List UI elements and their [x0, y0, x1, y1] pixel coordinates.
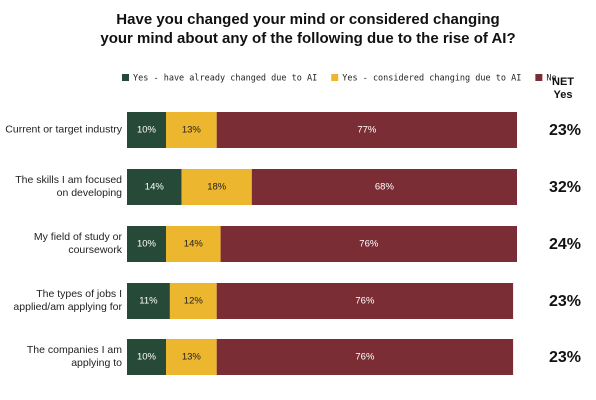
bar-segment	[169, 283, 217, 319]
bar-segment	[127, 339, 166, 375]
category-label: My field of study or coursework	[33, 231, 122, 256]
value-label: 13%	[182, 352, 202, 363]
net-value: 23%	[549, 349, 581, 366]
net-value: 23%	[549, 122, 581, 139]
value-label: 76%	[355, 296, 375, 307]
value-label: 14%	[184, 239, 204, 250]
value-label: 76%	[355, 352, 375, 363]
bar-segment	[166, 226, 221, 262]
value-label: 11%	[139, 296, 158, 307]
category-label: The types of jobs I applied/am applying …	[13, 288, 122, 313]
legend-label: Yes - have already changed due to AI	[133, 74, 317, 84]
value-label: 14%	[145, 182, 165, 193]
category-label: Current or target industry	[5, 123, 122, 136]
value-label: 12%	[184, 296, 204, 307]
bar-segment	[127, 283, 170, 319]
bar-segment	[166, 339, 217, 375]
bar-segment	[220, 226, 517, 262]
legend-label: Yes - considered changing due to AI	[342, 74, 521, 84]
bar-segment	[181, 169, 252, 205]
bar-segment	[127, 169, 182, 205]
bar-segment	[251, 169, 518, 205]
value-label: 13%	[182, 125, 202, 136]
net-value: 32%	[549, 179, 581, 196]
net-value: 23%	[549, 293, 581, 310]
value-label: 10%	[137, 239, 157, 250]
bar-segment	[216, 283, 514, 319]
value-label: 10%	[137, 125, 157, 136]
net-header: NET Yes	[552, 76, 574, 101]
legend-swatch	[331, 74, 339, 81]
chart-title: Have you changed your mind or considered…	[100, 11, 516, 47]
bar-segment	[127, 112, 166, 148]
value-label: 76%	[359, 239, 379, 250]
legend-label: No	[546, 74, 556, 84]
bar-segment	[216, 339, 514, 375]
net-value: 24%	[549, 236, 581, 253]
value-label: 18%	[207, 182, 227, 193]
bar-segment	[216, 112, 517, 148]
category-label: The skills I am focused on developing	[15, 174, 122, 199]
legend-swatch	[122, 74, 129, 81]
bar-segment	[127, 226, 166, 262]
value-label: 10%	[137, 352, 157, 363]
category-label: The companies I am applying to	[26, 344, 122, 369]
value-label: 68%	[375, 182, 395, 193]
value-label: 77%	[357, 125, 377, 136]
bar-segment	[166, 112, 217, 148]
legend-swatch	[535, 74, 543, 81]
